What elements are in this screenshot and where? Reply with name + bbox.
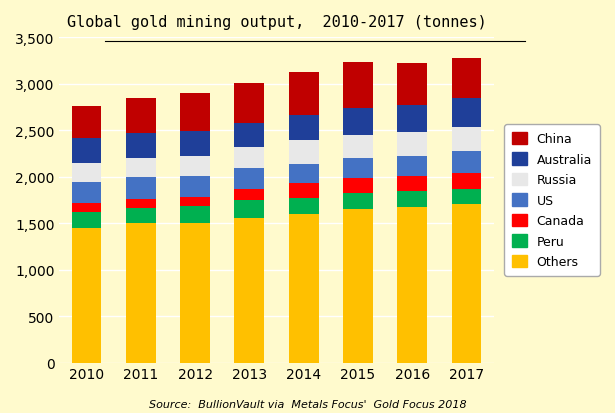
- Bar: [126, 99, 156, 133]
- Bar: [288, 214, 319, 363]
- Bar: [343, 108, 373, 136]
- Bar: [180, 223, 210, 363]
- Text: Source:  BullionVault via  Metals Focus'  Gold Focus 2018: Source: BullionVault via Metals Focus' G…: [149, 399, 466, 409]
- Bar: [180, 94, 210, 132]
- Bar: [71, 107, 101, 139]
- Bar: [451, 173, 482, 190]
- Bar: [451, 59, 482, 99]
- Bar: [126, 199, 156, 208]
- Bar: [71, 213, 101, 228]
- Bar: [180, 132, 210, 156]
- Bar: [71, 204, 101, 213]
- Bar: [180, 206, 210, 223]
- Bar: [397, 64, 427, 106]
- Bar: [343, 136, 373, 159]
- Bar: [71, 164, 101, 182]
- Bar: [397, 106, 427, 133]
- Bar: [180, 156, 210, 176]
- Title: Global gold mining output,  2010-2017 (tonnes): Global gold mining output, 2010-2017 (to…: [66, 15, 486, 30]
- Bar: [451, 151, 482, 173]
- Bar: [288, 198, 319, 214]
- Bar: [234, 190, 264, 201]
- Legend: China, Australia, Russia, US, Canada, Peru, Others: China, Australia, Russia, US, Canada, Pe…: [504, 125, 600, 276]
- Bar: [234, 148, 264, 169]
- Bar: [397, 208, 427, 363]
- Bar: [397, 176, 427, 192]
- Bar: [234, 83, 264, 123]
- Bar: [234, 201, 264, 218]
- Bar: [180, 197, 210, 206]
- Bar: [397, 156, 427, 176]
- Bar: [126, 159, 156, 178]
- Bar: [343, 210, 373, 363]
- Bar: [451, 128, 482, 151]
- Bar: [288, 165, 319, 184]
- Bar: [343, 63, 373, 108]
- Bar: [71, 182, 101, 204]
- Bar: [288, 116, 319, 141]
- Bar: [71, 228, 101, 363]
- Bar: [71, 139, 101, 164]
- Bar: [126, 133, 156, 159]
- Bar: [234, 218, 264, 363]
- Bar: [180, 176, 210, 197]
- Bar: [451, 99, 482, 128]
- Bar: [234, 169, 264, 190]
- Bar: [397, 133, 427, 156]
- Bar: [288, 141, 319, 165]
- Bar: [343, 193, 373, 210]
- Bar: [343, 179, 373, 193]
- Bar: [126, 208, 156, 223]
- Bar: [288, 184, 319, 198]
- Bar: [234, 123, 264, 148]
- Bar: [288, 73, 319, 116]
- Bar: [126, 223, 156, 363]
- Bar: [343, 159, 373, 179]
- Bar: [451, 190, 482, 205]
- Bar: [126, 178, 156, 199]
- Bar: [451, 205, 482, 363]
- Bar: [397, 192, 427, 208]
